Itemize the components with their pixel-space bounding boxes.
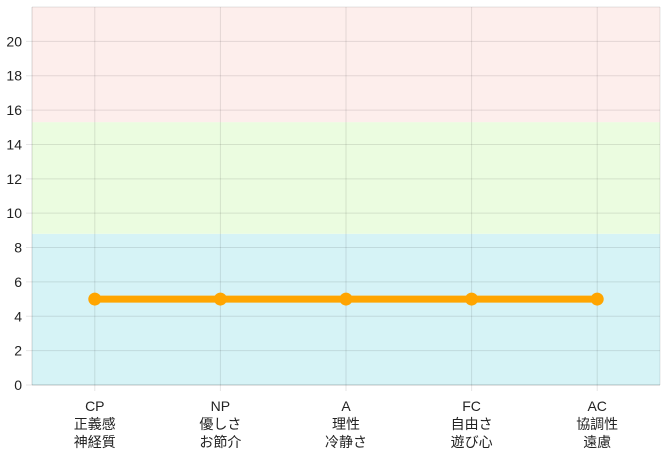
x-tick-label: FC [462,398,481,414]
band-2 [32,7,660,123]
y-tick-label: 14 [6,136,22,152]
data-point [213,292,227,306]
y-tick-label: 20 [6,33,22,49]
x-tick-label: 優しさ [199,416,241,432]
y-tick-label: 6 [14,274,22,290]
x-tick-label: 神経質 [74,434,116,450]
y-tick-label: 18 [6,68,22,84]
data-point [339,292,353,306]
y-tick-label: 10 [6,205,22,221]
band-0 [32,233,660,385]
data-point [88,292,102,306]
y-tick-label: 0 [14,377,22,393]
y-tick-label: 12 [6,171,22,187]
x-tick-label: 遠慮 [583,434,611,450]
y-tick-label: 4 [14,308,22,324]
x-tick-label: 協調性 [576,416,618,432]
x-tick-label: 理性 [332,416,360,432]
x-tick-label: お節介 [199,434,241,450]
x-tick-label: 遊び心 [451,434,493,450]
x-tick-label: 自由さ [451,416,493,432]
x-tick-label: 冷静さ [325,434,367,450]
y-tick-label: 2 [14,343,22,359]
x-tick-label: NP [211,398,230,414]
data-point [465,292,479,306]
x-tick-label: AC [587,398,606,414]
x-tick-label: A [341,398,351,414]
y-tick-label: 16 [6,102,22,118]
y-tick-label: 8 [14,240,22,256]
x-tick-label: CP [85,398,104,414]
data-point [590,292,604,306]
band-1 [32,122,660,234]
x-tick-label: 正義感 [74,416,116,432]
